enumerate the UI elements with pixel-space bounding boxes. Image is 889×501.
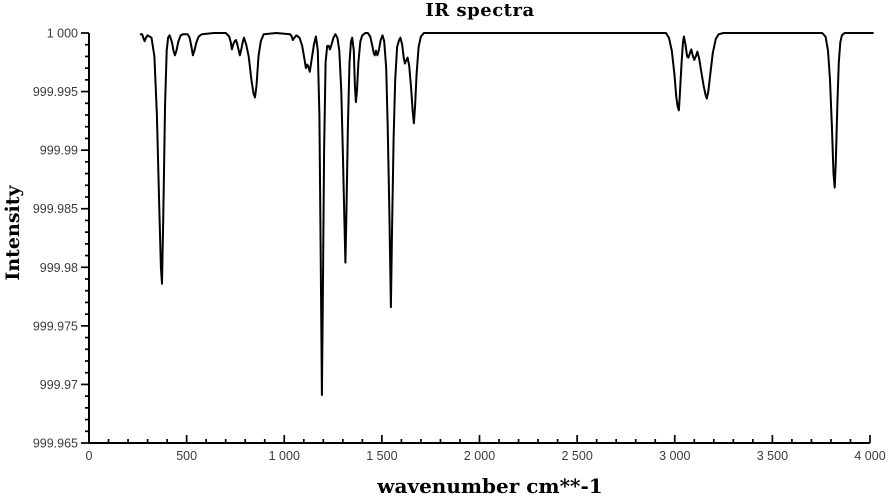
svg-text:500: 500 — [176, 449, 197, 463]
svg-text:999.995: 999.995 — [33, 85, 78, 99]
svg-text:3 500: 3 500 — [757, 449, 788, 463]
svg-text:999.975: 999.975 — [33, 319, 78, 333]
svg-text:999.99: 999.99 — [40, 144, 78, 158]
spectrum-line — [139, 32, 874, 396]
axes — [88, 33, 870, 444]
svg-text:4 000: 4 000 — [854, 449, 885, 463]
chart-title: IR spectra — [425, 0, 535, 21]
svg-text:1 000: 1 000 — [269, 449, 300, 463]
svg-text:2 000: 2 000 — [464, 449, 495, 463]
svg-text:1 000: 1 000 — [47, 27, 78, 41]
svg-text:999.98: 999.98 — [40, 261, 78, 275]
y-axis-ticks — [81, 32, 89, 444]
x-axis-tick-labels: 0 500 1 000 1 500 2 000 2 500 3 000 3 500 4 000 — [86, 449, 886, 463]
svg-text:999.965: 999.965 — [33, 437, 78, 451]
y-axis-tick-labels: 1 000 999.995 999.99 999.985 999.98 999.975 99… — [33, 27, 78, 451]
svg-text:1 500: 1 500 — [366, 449, 397, 463]
svg-text:999.97: 999.97 — [40, 378, 78, 392]
svg-text:2 500: 2 500 — [561, 449, 592, 463]
x-axis-ticks — [88, 435, 871, 443]
svg-text:999.985: 999.985 — [33, 202, 78, 216]
x-axis-label: wavenumber cm**-1 — [377, 474, 603, 498]
svg-text:3 000: 3 000 — [659, 449, 690, 463]
svg-text:0: 0 — [86, 449, 93, 463]
